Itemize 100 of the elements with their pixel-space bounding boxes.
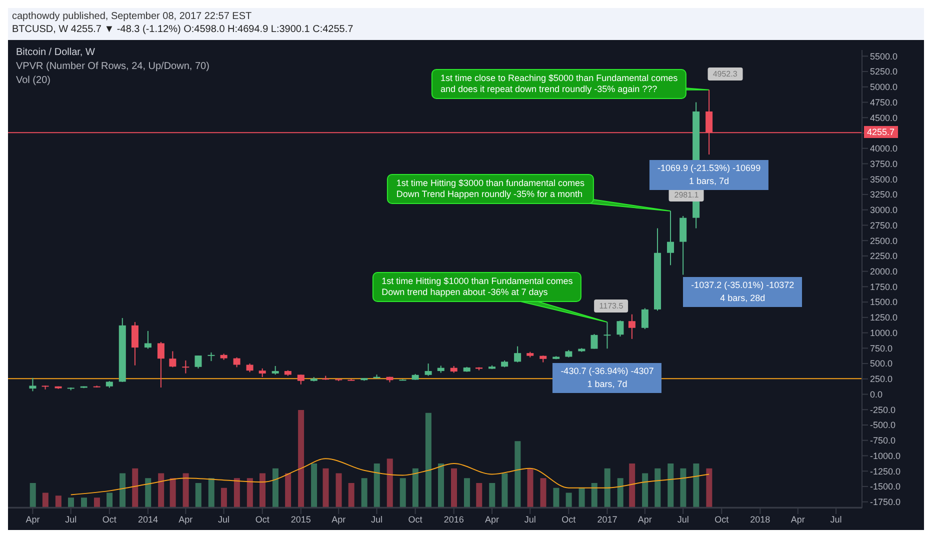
x-tick-label: Oct (562, 514, 576, 524)
y-tick-label: -1250.0 (870, 466, 901, 476)
candlestick (131, 322, 138, 366)
bar (680, 468, 686, 507)
bar (566, 492, 572, 507)
y-tick-label: 4500.0 (870, 112, 898, 123)
candlestick (424, 363, 432, 376)
bar (106, 492, 113, 507)
chart-subtitle: BTCUSD, W 4255.7 ▼ -48.3 (-1.12%) O:4598.0 H:4694.9 L:3900.1 C:4255.7 (11, 23, 354, 37)
bar (489, 482, 496, 507)
x-tick-label: 2015 (290, 514, 311, 524)
y-tick-label: 1500.0 (870, 297, 898, 308)
annotation: 4952.3 (712, 69, 738, 78)
candlestick (182, 360, 190, 374)
bar (629, 463, 636, 507)
y-tick-label: 5000.0 (870, 82, 898, 92)
bar (400, 478, 406, 507)
bar (80, 497, 87, 507)
bar (336, 472, 342, 507)
y-tick-label: -1500.0 (870, 482, 901, 492)
candlestick (628, 314, 636, 340)
y-tick-label: 2500.0 (870, 236, 898, 246)
x-tick-label: Oct (408, 514, 423, 524)
y-tick-label: 1000.0 (870, 328, 898, 338)
bar (285, 472, 292, 507)
bar (578, 488, 585, 507)
bar (208, 478, 214, 507)
bar (514, 440, 521, 507)
bar (438, 463, 444, 507)
x-tick-label: Oct (714, 514, 730, 524)
bar (259, 472, 266, 507)
bar (464, 478, 470, 507)
annotation: 2981.1 (674, 190, 699, 200)
annotation: -430.7 (-36.94%) -4307 1 bars, 7d (560, 364, 654, 391)
candlestick (169, 350, 176, 368)
bar (170, 478, 176, 507)
y-tick-label: 3500.0 (870, 174, 898, 184)
bar (42, 492, 48, 507)
bar (195, 482, 202, 507)
y-tick-label: 3250.0 (870, 190, 898, 200)
bar (145, 478, 152, 507)
y-tick-label: 750.0 (870, 343, 893, 354)
bar (246, 478, 253, 507)
y-tick-label: 1750.0 (870, 282, 898, 292)
x-tick-label: 2017 (597, 514, 618, 524)
y-tick-label: -1000.0 (870, 450, 901, 461)
x-tick-label: 2014 (138, 514, 158, 524)
candlestick (144, 330, 152, 350)
bar (693, 463, 700, 507)
y-tick-label: -250.0 (870, 404, 896, 415)
x-tick-label: Apr (484, 514, 499, 524)
bar (68, 497, 74, 507)
bar (158, 472, 164, 507)
candlestick (514, 346, 522, 363)
y-tick-label: 1250.0 (870, 312, 898, 323)
candlestick (233, 356, 240, 368)
x-tick-label: Jul (218, 514, 230, 524)
annotation: -1037.2 (-35.01%) -10372 4 bars, 28d (691, 278, 794, 305)
y-tick-label: 4000.0 (870, 144, 898, 154)
bar (120, 472, 126, 507)
y-tick-label: 3750.0 (870, 158, 898, 169)
bar (30, 482, 36, 507)
bar (527, 468, 534, 507)
bar (450, 468, 457, 507)
x-tick-label: Jul (830, 514, 842, 524)
bar (642, 472, 648, 507)
x-tick-label: Jul (524, 514, 536, 524)
annotation: 1st time Hitting $3000 than fundamental comes Down Trend Happen roundly -35% for a month (396, 178, 585, 200)
x-tick-label: Apr (178, 514, 193, 524)
bar (476, 482, 482, 507)
annotation: Vol (20) (16, 74, 52, 88)
bar (540, 478, 546, 507)
bar (604, 468, 610, 507)
bar (311, 463, 318, 507)
bar (132, 468, 138, 507)
bar (220, 488, 227, 507)
y-tick-label: 500.0 (870, 358, 893, 369)
bar (361, 478, 368, 507)
x-tick-label: Apr (638, 514, 652, 524)
candlestick (297, 374, 304, 385)
y-tick-label: 4750.0 (870, 97, 898, 108)
candlestick (604, 322, 611, 350)
bar (374, 463, 380, 507)
bar (668, 463, 674, 507)
bar (55, 495, 62, 507)
bar (502, 472, 508, 507)
annotation: 1173.5 (599, 302, 624, 311)
chart-title: Bitcoin / Dollar, W (16, 46, 96, 60)
candlestick (29, 377, 36, 392)
bar (234, 478, 240, 507)
y-tick-label: -750.0 (870, 436, 896, 446)
y-tick-label: 2250.0 (870, 251, 898, 262)
bar (322, 468, 329, 507)
x-tick-label: Oct (255, 514, 270, 524)
x-tick-label: Jul (65, 514, 77, 524)
candlestick (641, 308, 648, 330)
y-tick-label: -1750.0 (870, 497, 901, 508)
bar (425, 412, 432, 507)
bar (182, 472, 189, 507)
bar (617, 478, 624, 507)
